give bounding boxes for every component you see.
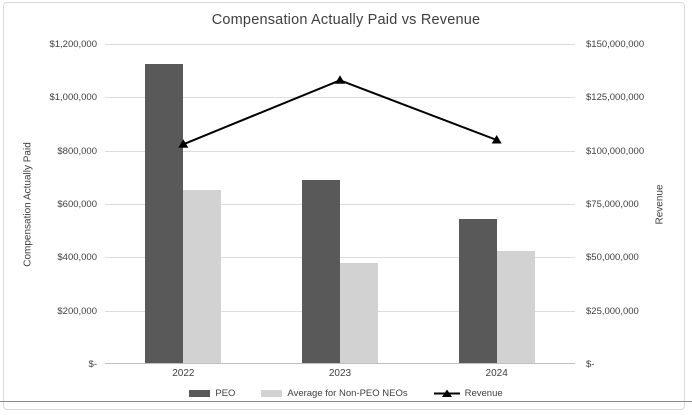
right-axis-tick-label: $25,000,000 bbox=[586, 305, 639, 317]
right-axis-tick-label: $150,000,000 bbox=[586, 39, 645, 50]
bar-average-for-non-peo-neos bbox=[340, 263, 378, 363]
gridline bbox=[105, 150, 575, 152]
x-axis-category-label: 2024 bbox=[485, 368, 508, 379]
gridline bbox=[105, 97, 575, 99]
revenue-marker-triangle bbox=[491, 135, 502, 144]
legend-label: Average for Non-PEO NEOs bbox=[287, 388, 408, 399]
right-axis-tick-label: $125,000,000 bbox=[586, 92, 645, 104]
x-axis-category-label: 2022 bbox=[172, 368, 195, 379]
x-axis-category-label: 2023 bbox=[328, 368, 352, 379]
revenue-marker-triangle bbox=[178, 139, 189, 148]
legend-item-average-for-non-peo-neos: Average for Non-PEO NEOs bbox=[261, 388, 408, 399]
gridline bbox=[105, 44, 575, 45]
gridline bbox=[105, 257, 575, 259]
left-axis-tick-label: $800,000 bbox=[57, 145, 97, 157]
chart-title: Compensation Actually Paid vs Revenue bbox=[211, 12, 481, 28]
revenue-line bbox=[182, 79, 498, 146]
right-axis-tick-label: $75,000,000 bbox=[586, 199, 639, 210]
bar-average-for-non-peo-neos bbox=[183, 190, 222, 363]
legend-item-revenue: Revenue bbox=[433, 388, 503, 399]
revenue-marker-triangle bbox=[335, 75, 345, 84]
right-axis-tick-label: $- bbox=[586, 359, 595, 370]
legend-swatch-peo bbox=[189, 390, 211, 397]
right-axis-tick-label: $100,000,000 bbox=[586, 145, 645, 157]
left-axis-tick-label: $- bbox=[88, 359, 97, 370]
bar-average-for-non-peo-neos bbox=[496, 251, 535, 363]
plot-area bbox=[105, 44, 575, 364]
bar-peo bbox=[302, 180, 340, 363]
legend-label: Revenue bbox=[464, 388, 503, 399]
bottom-divider-line bbox=[0, 401, 692, 402]
left-axis-tick-label: $1,000,000 bbox=[49, 92, 97, 104]
legend-label: PEO bbox=[215, 388, 236, 399]
right-axis-tick-label: $50,000,000 bbox=[586, 252, 639, 264]
left-axis-tick-label: $600,000 bbox=[57, 199, 97, 210]
x-axis-line bbox=[105, 363, 575, 364]
left-axis-tick-label: $1,200,000 bbox=[49, 39, 97, 50]
legend-item-peo: PEO bbox=[189, 388, 235, 399]
bar-peo bbox=[458, 219, 497, 363]
bar-peo bbox=[145, 64, 184, 363]
legend-swatch-average-for-non-peo-neos bbox=[261, 390, 283, 397]
legend: PEO Average for Non-PEO NEOs Revenue bbox=[0, 387, 692, 400]
revenue-line-layer bbox=[178, 75, 502, 148]
gridline bbox=[105, 204, 575, 205]
legend-line-marker-icon bbox=[433, 389, 460, 397]
left-axis-tick-label: $400,000 bbox=[57, 252, 97, 264]
left-axis-tick-label: $200,000 bbox=[57, 305, 97, 317]
